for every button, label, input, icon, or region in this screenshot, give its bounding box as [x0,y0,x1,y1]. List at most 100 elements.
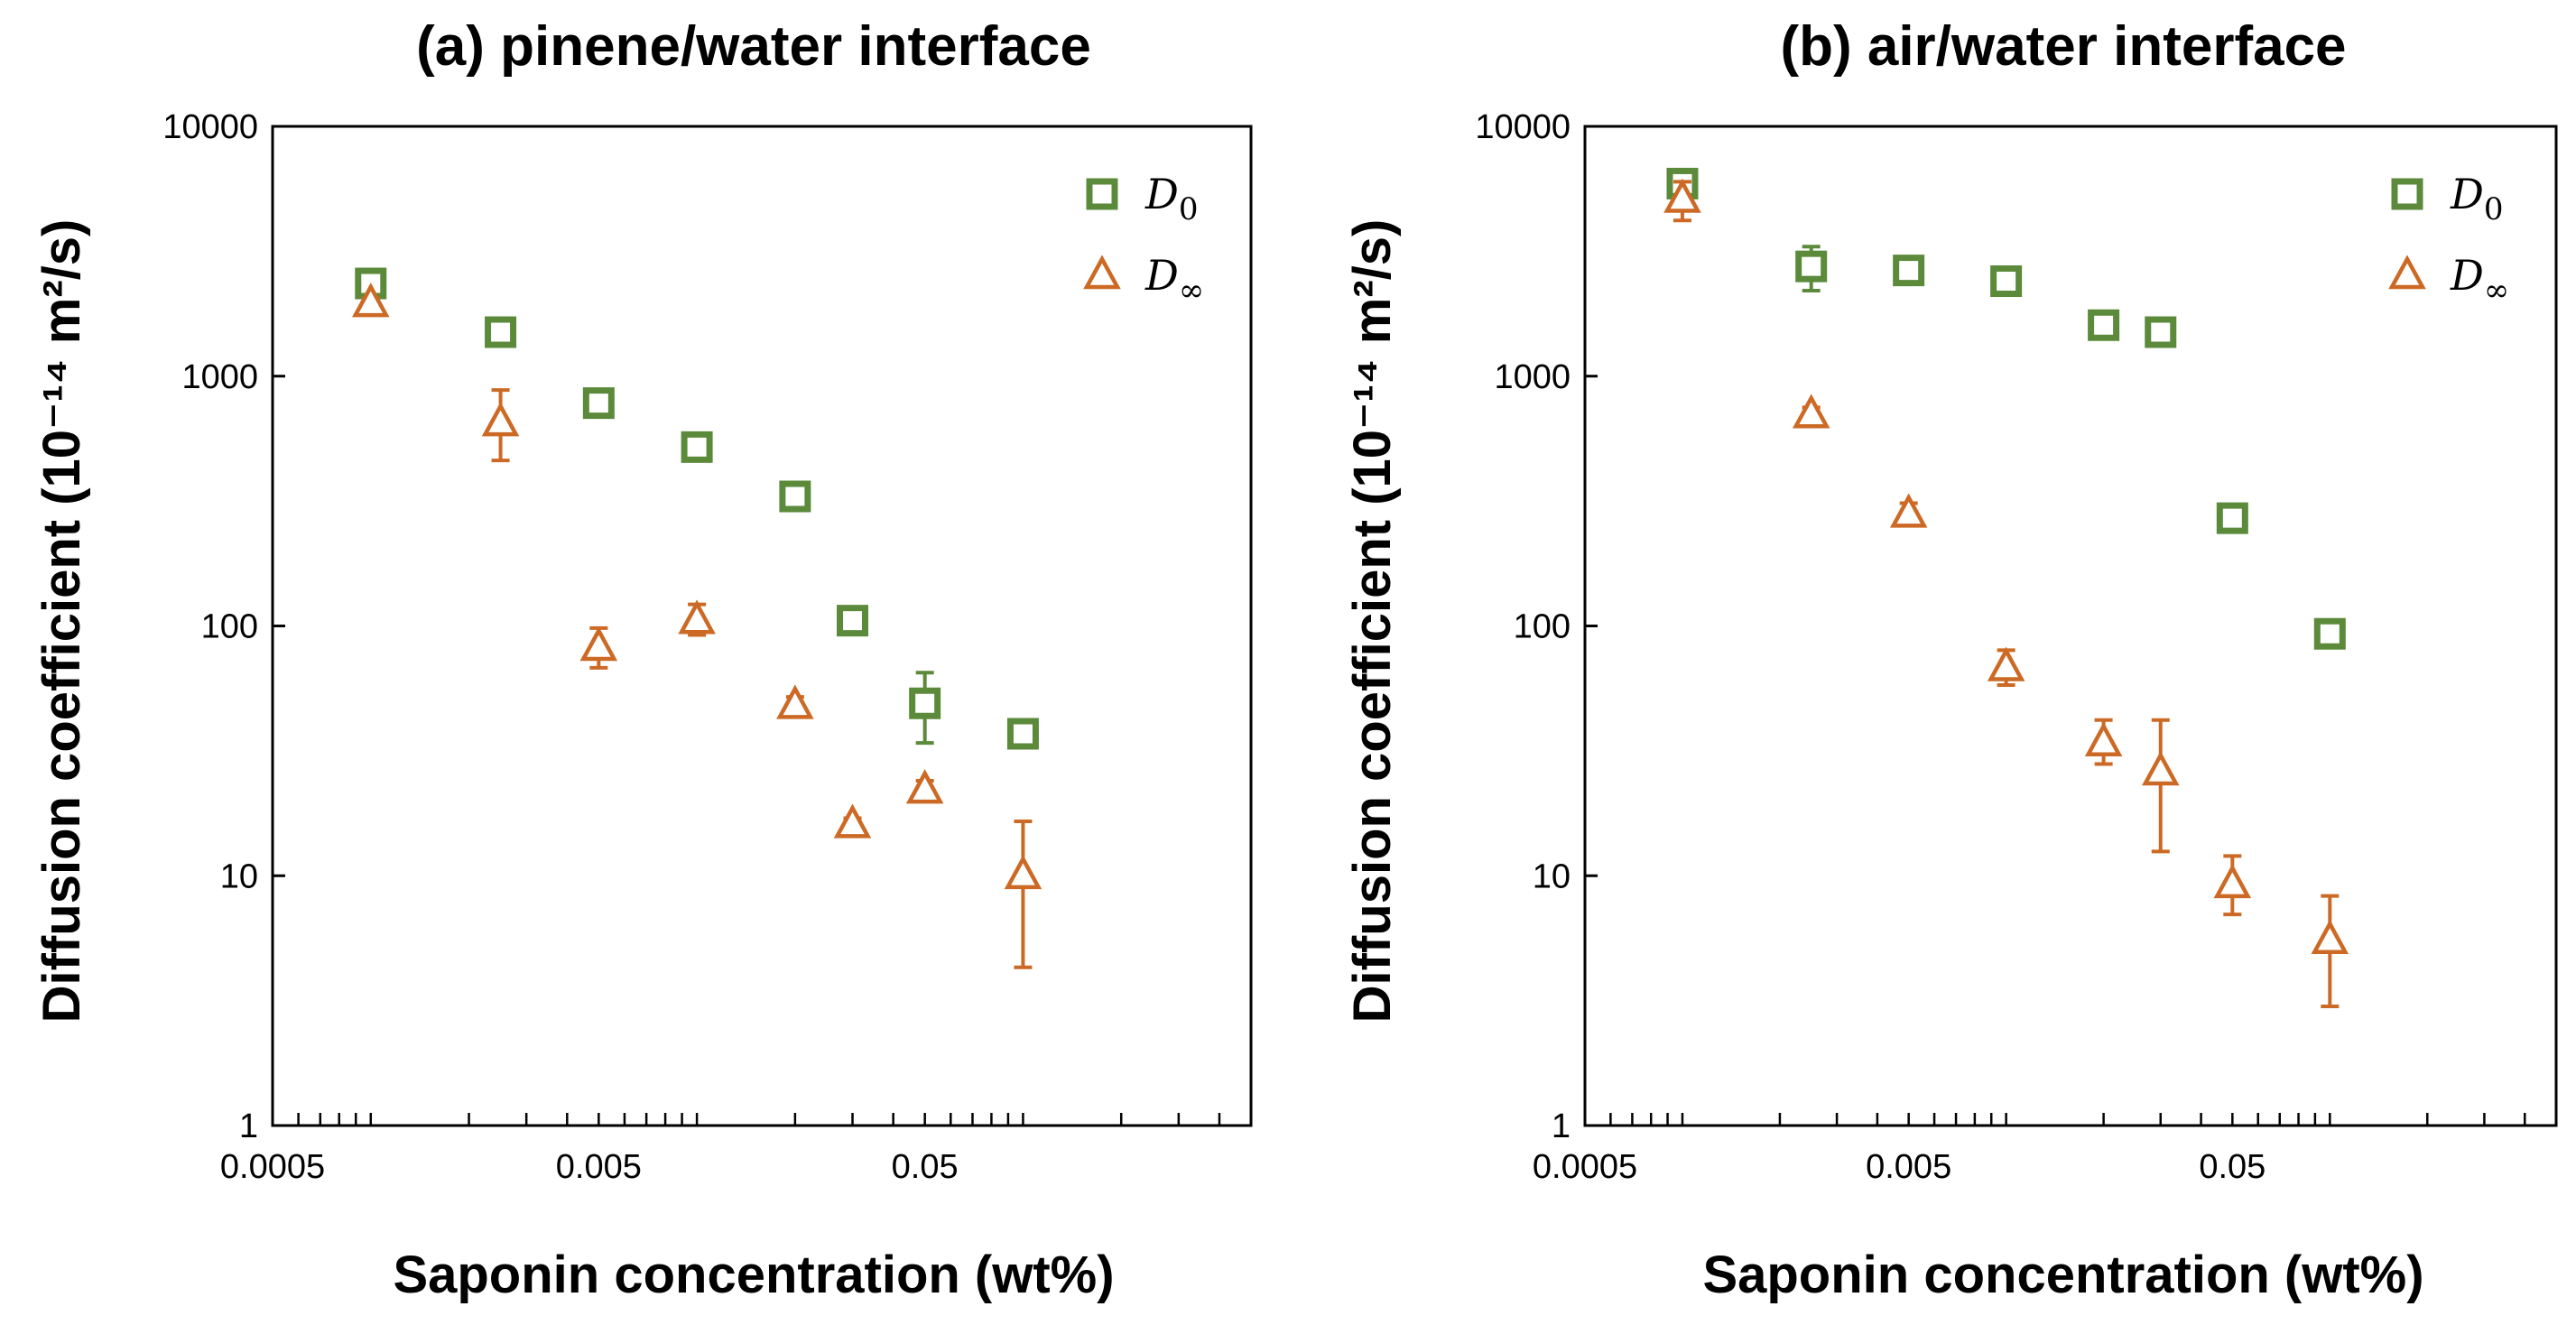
panel-a: (a) pinene/water interface Saponin conce… [32,15,1253,1304]
d0-point-b [2088,309,2120,341]
x-axis-label-a: Saponin concentration (wt%) [393,1246,1114,1304]
dinf-point-a [678,599,716,637]
square-marker [1006,718,1039,750]
triangle-marker [833,803,872,839]
marks-a [351,267,1042,969]
legend-label: D∞ [1144,251,1204,309]
y-tick-label-a: 1000 [181,358,258,396]
square-marker [837,605,869,637]
legend-label: D∞ [2450,251,2509,309]
legend-square-marker [2391,178,2423,210]
dinf-point-a [833,803,872,839]
legend-item-b: D0 [2391,170,2504,227]
legend-label: D0 [2450,170,2504,227]
x-tick-label-b: 0.005 [1866,1148,1951,1186]
legend-triangle-marker [2388,255,2426,290]
legend-item-a: D0 [1086,170,1199,227]
chart-title-b: (b) air/water interface [1780,15,2346,78]
y-tick-label-b: 10 [1533,857,1571,895]
chart-title-a: (a) pinene/water interface [416,15,1091,78]
y-tick-label-b: 1 [1552,1107,1571,1145]
triangle-marker [351,283,390,318]
square-marker [2313,617,2346,650]
square-marker [1990,265,2023,298]
triangle-marker [1663,178,1701,213]
square-marker [2088,309,2120,341]
triangle-marker [678,599,716,635]
d0-point-b [2313,617,2346,650]
d0-point-a [779,480,811,513]
x-tick-label-a: 0.05 [892,1148,959,1186]
legend-triangle-marker [1083,255,1121,290]
d0-point-b [2145,316,2177,348]
y-tick-label-a: 10 [220,857,258,895]
legend-square-marker [1086,178,1118,210]
d0-point-b [2216,502,2248,534]
triangle-marker [2311,919,2349,954]
triangle-marker [579,626,618,662]
d0-point-a [582,387,615,420]
x-tick-label-a: 0.0005 [220,1148,325,1186]
x-tick-label-b: 0.05 [2199,1148,2266,1186]
panel-b: (b) air/water interface Saponin concentr… [1343,15,2558,1304]
d0-point-a [909,671,941,746]
square-marker [582,387,615,420]
dinf-point-b [2084,718,2123,766]
dinf-point-a [481,388,520,463]
triangle-marker [2141,751,2180,786]
x-tick-label-a: 0.005 [556,1148,642,1186]
y-tick-label-a: 100 [201,608,258,646]
square-marker [2216,502,2248,534]
y-tick-label-b: 10000 [1475,108,1571,146]
ticks-a: 1 10 100 1000 10000 0.0005 0.005 0.05 [162,108,1253,1186]
square-marker [909,687,941,719]
square-marker [2145,316,2177,348]
dinf-point-a [776,684,814,719]
triangle-marker [2213,863,2252,899]
dinf-point-b [1792,394,1830,429]
square-marker [485,316,517,348]
d0-point-a [837,605,869,637]
dinf-point-b [2311,894,2349,1008]
triangle-marker [2084,721,2123,757]
d0-point-b [1893,255,1925,287]
triangle-marker [1004,854,1042,890]
d0-point-a [485,316,517,348]
square-marker [1893,255,1925,287]
triangle-marker [1792,394,1830,429]
square-marker [1795,250,1828,283]
legend-b: D0 D∞ [2388,170,2509,309]
x-tick-label-b: 0.0005 [1533,1148,1637,1186]
legend-label: D0 [1144,170,1199,227]
d0-point-b [1795,245,1828,292]
d0-point-b [1990,265,2023,298]
d0-point-a [1006,718,1039,750]
dinf-point-a [1004,820,1042,969]
dinf-point-a [579,625,618,670]
triangle-marker [481,402,520,437]
triangle-marker [776,684,814,719]
square-marker [779,480,811,513]
dinf-point-b [1987,646,2025,687]
dinf-point-a [905,769,944,804]
d0-point-a [681,431,713,463]
y-tick-label-b: 1000 [1494,358,1571,396]
dinf-point-b [2141,718,2180,854]
triangle-marker [1987,646,2025,681]
triangle-marker [905,769,944,804]
marks-b [1663,167,2349,1008]
square-marker [681,431,713,463]
legend-a: D0 D∞ [1083,170,1204,309]
legend-item-a: D∞ [1083,251,1204,309]
y-tick-label-b: 100 [1514,608,1571,646]
dinf-point-a [351,283,390,318]
legend-item-b: D∞ [2388,251,2509,309]
dinf-point-b [1889,493,1928,528]
dinf-point-b [2213,854,2252,917]
dinf-point-b [1663,178,1701,223]
ticks-b: 1 10 100 1000 10000 0.0005 0.005 0.05 [1475,108,2558,1186]
y-tick-label-a: 10000 [162,108,258,146]
y-axis-label-a: Diffusion coefficient (10⁻¹⁴ m²/s) [32,219,91,1024]
triangle-marker [1889,493,1928,528]
